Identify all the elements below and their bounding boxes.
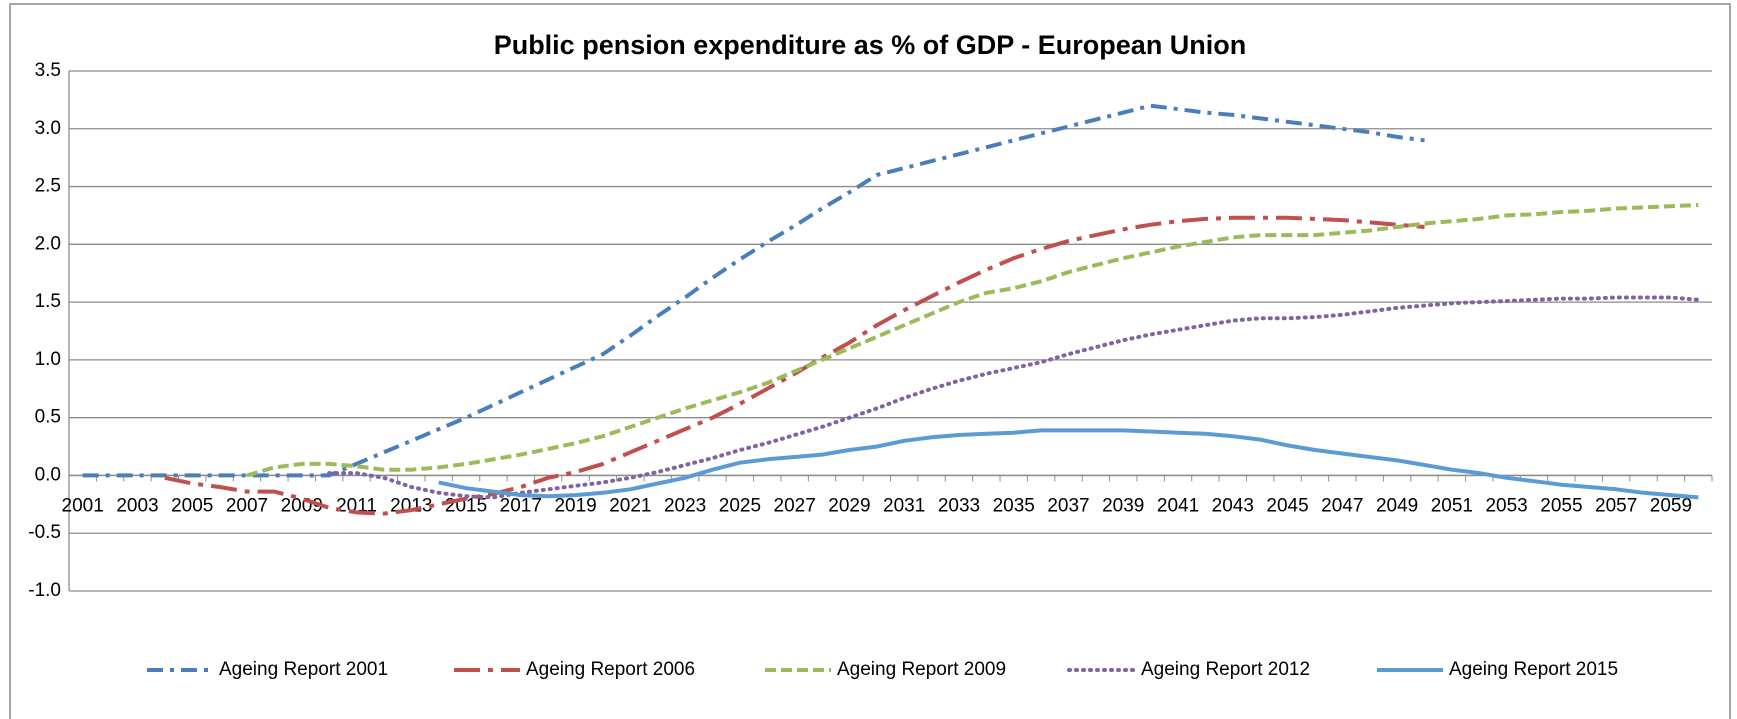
x-tick-label: 2003 (116, 495, 158, 516)
series-line (246, 203, 1699, 478)
series-line (327, 295, 1701, 500)
x-tick-label: 2049 (1376, 495, 1418, 516)
x-tick-label: 2047 (1321, 495, 1363, 516)
x-tick-label: 2037 (1047, 495, 1089, 516)
x-tick-label: 2055 (1540, 495, 1582, 516)
x-tick-label: 2051 (1431, 495, 1473, 516)
y-tick-label: 3.5 (35, 60, 61, 81)
y-tick-label: 3.0 (35, 118, 61, 139)
x-tick-label: 2057 (1595, 495, 1637, 516)
x-tick-label: 2059 (1650, 495, 1692, 516)
y-tick-label: 2.5 (35, 176, 61, 197)
x-tick-label: 2009 (281, 495, 323, 516)
x-tick-label: 2029 (828, 495, 870, 516)
legend-label: Ageing Report 2001 (219, 659, 388, 680)
x-tick-label: 2041 (1157, 495, 1199, 516)
series-line (438, 428, 1699, 500)
x-tick-label: 2001 (62, 495, 104, 516)
y-tick-label: -1.0 (28, 580, 61, 601)
x-tick-label: 2021 (609, 495, 651, 516)
x-tick-label: 2033 (938, 495, 980, 516)
legend-label: Ageing Report 2015 (1449, 659, 1618, 680)
y-tick-label: 1.5 (35, 291, 61, 312)
x-tick-label: 2023 (664, 495, 706, 516)
legend-label: Ageing Report 2012 (1141, 659, 1310, 680)
y-tick-label: 0.0 (35, 464, 61, 485)
y-tick-label: 2.0 (35, 233, 61, 254)
x-tick-label: 2027 (774, 495, 816, 516)
x-tick-label: 2045 (1266, 495, 1308, 516)
series-line (82, 103, 1425, 478)
legend-label: Ageing Report 2009 (837, 659, 1006, 680)
x-tick-label: 2031 (883, 495, 925, 516)
x-tick-label: 2043 (1212, 495, 1254, 516)
x-tick-label: 2007 (226, 495, 268, 516)
x-tick-label: 2025 (719, 495, 761, 516)
y-tick-label: 1.0 (35, 349, 61, 370)
x-tick-label: 2053 (1485, 495, 1527, 516)
x-tick-label: 2005 (171, 495, 213, 516)
x-tick-label: 2017 (500, 495, 542, 516)
x-tick-label: 2019 (554, 495, 596, 516)
y-tick-label: 0.5 (35, 407, 61, 428)
y-tick-label: -0.5 (28, 522, 61, 543)
x-tick-label: 2039 (1102, 495, 1144, 516)
legend-label: Ageing Report 2006 (526, 659, 695, 680)
chart-title: Public pension expenditure as % of GDP -… (494, 30, 1247, 60)
chart-frame (9, 3, 1731, 719)
x-tick-label: 2035 (993, 495, 1035, 516)
series-line (164, 215, 1425, 516)
